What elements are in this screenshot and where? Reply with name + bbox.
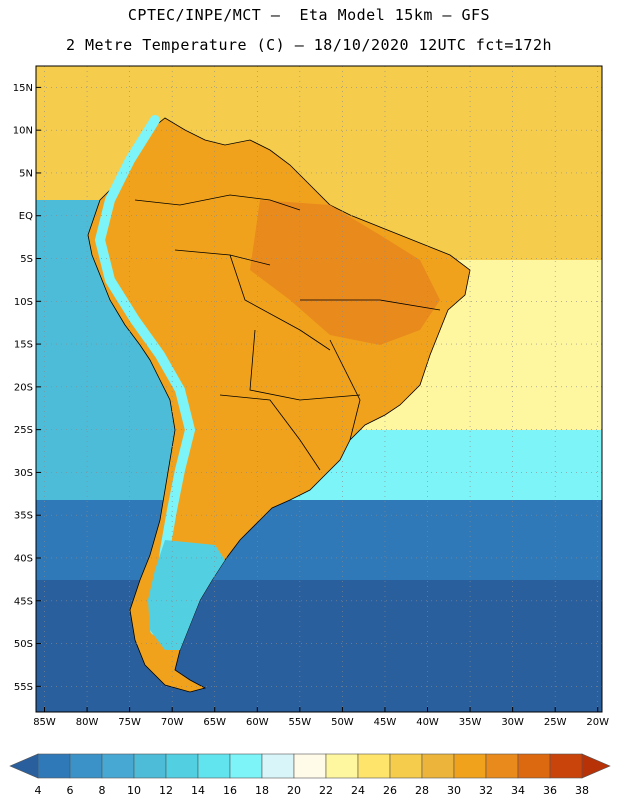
- lon-tick-label: 65W: [203, 717, 226, 728]
- map-frame: [35, 65, 603, 713]
- ocean-mid-latitude: [36, 500, 602, 580]
- colorbar-swatch: [453, 753, 487, 779]
- ocean-southern: [36, 580, 602, 712]
- lon-tick-label: 85W: [33, 717, 56, 728]
- colorbar-swatch: [549, 753, 583, 779]
- lon-tick-label: 20W: [586, 717, 609, 728]
- colorbar-swatch: [389, 753, 423, 779]
- colorbar-label: 18: [255, 784, 269, 797]
- colorbar-label: 32: [479, 784, 493, 797]
- lat-tick-label: 5N: [19, 168, 33, 179]
- colorbar-swatch: [517, 753, 551, 779]
- lat-tick-label: 40S: [14, 553, 33, 564]
- colorbar-swatch: [133, 753, 167, 779]
- lon-tick-label: 60W: [246, 717, 269, 728]
- lat-tick-label: 15N: [13, 83, 33, 94]
- lat-tick-label: 25S: [14, 425, 33, 436]
- colorbar-swatch: [69, 753, 103, 779]
- colorbar-label: 16: [223, 784, 237, 797]
- colorbar-swatch: [165, 753, 199, 779]
- lat-tick-label: 10N: [13, 126, 33, 137]
- lat-tick-label: 50S: [14, 639, 33, 650]
- colorbar-swatch: [229, 753, 263, 779]
- colorbar-label: 34: [511, 784, 525, 797]
- lat-tick-label: 15S: [14, 340, 33, 351]
- colorbar-swatch: [357, 753, 391, 779]
- lat-tick-label: 5S: [20, 254, 33, 265]
- colorbar-label: 26: [383, 784, 397, 797]
- colorbar-high-extension: [581, 753, 611, 779]
- lon-tick-label: 70W: [161, 717, 184, 728]
- colorbar-swatch: [485, 753, 519, 779]
- amazon-hot-core: [250, 200, 440, 345]
- map-title-line2: 2 Metre Temperature (C) – 18/10/2020 12U…: [65, 36, 553, 54]
- colorbar-swatch: [421, 753, 455, 779]
- lon-tick-label: 25W: [544, 717, 567, 728]
- lon-tick-label: 80W: [76, 717, 99, 728]
- temperature-colorbar: 4 6 8 10 12 14 16 18 20 22 24 26 28 30 32 34 36 38: [9, 753, 611, 797]
- country-borders: [134, 194, 441, 471]
- colorbar-swatch: [37, 753, 71, 779]
- colorbar-label: 38: [575, 784, 589, 797]
- lon-tick-label: 40W: [416, 717, 439, 728]
- lon-tick-label: 75W: [118, 717, 141, 728]
- colorbar-label: 36: [543, 784, 557, 797]
- colorbar-label: 22: [319, 784, 333, 797]
- lon-tick-label: 35W: [459, 717, 482, 728]
- lat-tick-label: 30S: [14, 468, 33, 479]
- latitude-axis: 15N 10N 5N EQ 5S 10S 15S 20S 25S 30S 35S 40S 45S 50S 5…: [13, 83, 41, 693]
- colorbar-label: 4: [35, 784, 42, 797]
- colorbar-label: 14: [191, 784, 205, 797]
- lon-tick-label: 30W: [501, 717, 524, 728]
- longitude-axis: 85W 80W 75W 70W 65W 60W 55W 50W 45W 40W 35W 30W 25W 2…: [33, 707, 609, 728]
- lat-tick-label: 55S: [14, 682, 33, 693]
- lat-tick-label: 10S: [14, 297, 33, 308]
- colorbar-label: 28: [415, 784, 429, 797]
- lon-tick-label: 50W: [331, 717, 354, 728]
- colorbar-low-extension: [9, 753, 39, 779]
- colorbar-label: 6: [67, 784, 74, 797]
- colorbar-swatch: [261, 753, 295, 779]
- map-title-line1: CPTEC/INPE/MCT – Eta Model 15km – GFS: [127, 6, 491, 24]
- patagonia-cool-region: [148, 540, 225, 650]
- map-area: [36, 66, 602, 712]
- lat-tick-label: 45S: [14, 596, 33, 607]
- lat-tick-label: 35S: [14, 511, 33, 522]
- colorbar-label: 10: [127, 784, 141, 797]
- colorbar-swatch: [101, 753, 135, 779]
- colorbar-swatch: [197, 753, 231, 779]
- colorbar-label: 24: [351, 784, 365, 797]
- colorbar-label: 30: [447, 784, 461, 797]
- colorbar-label: 8: [99, 784, 106, 797]
- colorbar-swatch: [325, 753, 359, 779]
- lat-tick-label: EQ: [19, 211, 33, 222]
- colorbar-label: 20: [287, 784, 301, 797]
- lat-tick-label: 20S: [14, 382, 33, 393]
- lon-tick-label: 45W: [374, 717, 397, 728]
- colorbar-swatch: [293, 753, 327, 779]
- colorbar-label: 12: [159, 784, 173, 797]
- lon-tick-label: 55W: [289, 717, 312, 728]
